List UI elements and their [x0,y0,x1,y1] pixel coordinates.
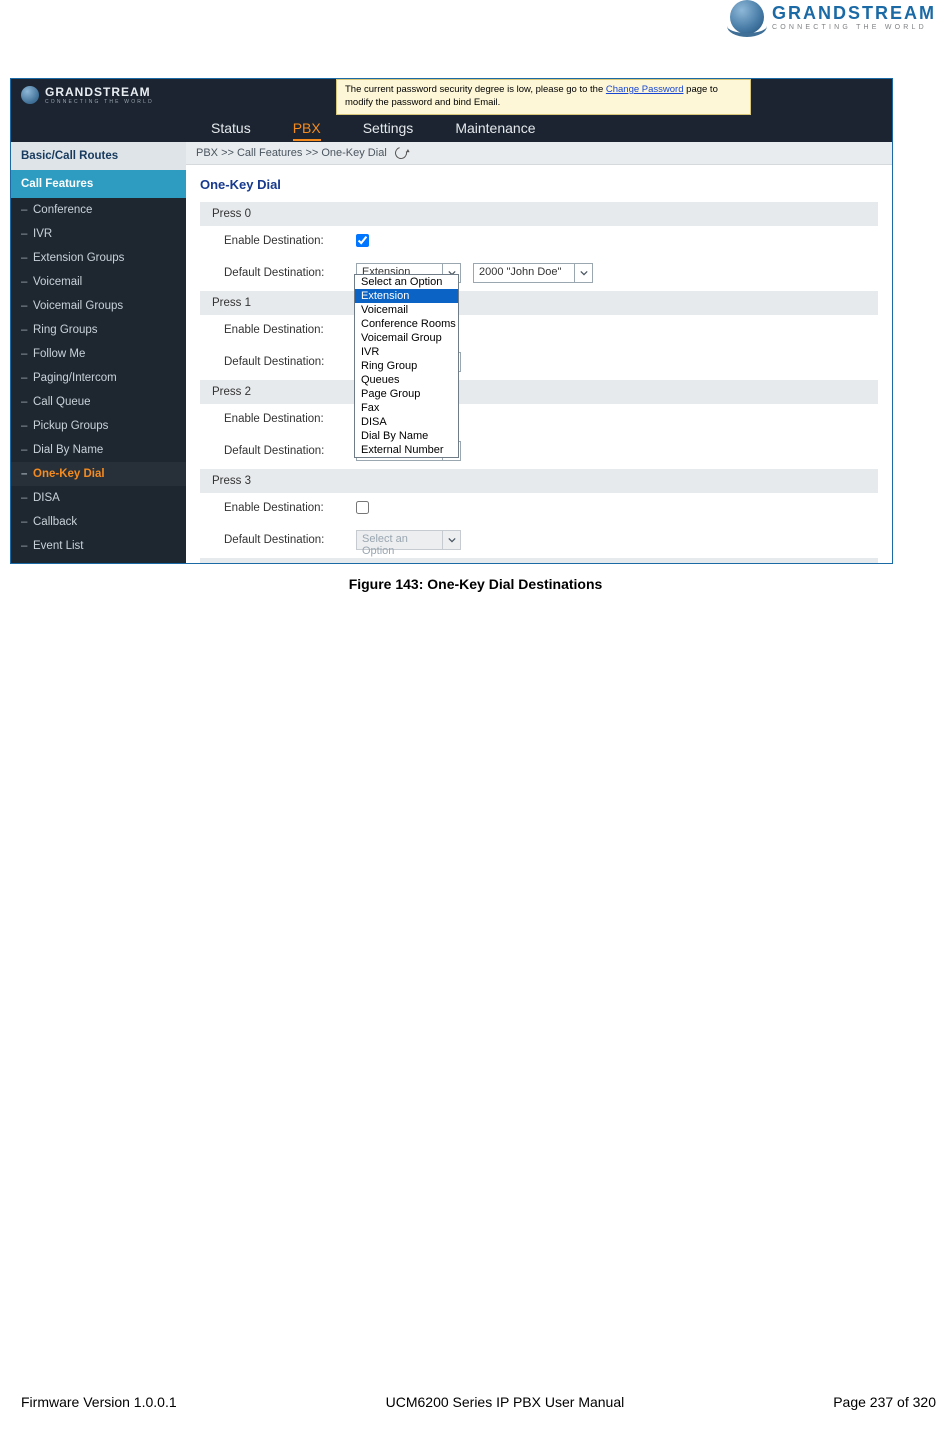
sidebar-item-call-queue[interactable]: Call Queue [11,390,186,414]
press-3-enable-checkbox[interactable] [356,501,369,514]
sidebar-heading-features[interactable]: Call Features [11,170,186,198]
figure-caption: Figure 143: One-Key Dial Destinations [0,576,951,592]
footer-firmware: Firmware Version 1.0.0.1 [21,1394,177,1410]
press-0-dest-row: Default Destination:Extension2000 "John … [186,255,892,291]
change-password-link[interactable]: Change Password [606,84,684,95]
app-tagline: CONNECTING THE WORLD [45,99,154,105]
dropdown-option[interactable]: External Number [355,443,458,457]
enable-label: Enable Destination: [224,502,344,514]
nav-status[interactable]: Status [211,120,251,136]
warning-text-pre: The current password security degree is … [345,84,606,95]
sidebar: Basic/Call Routes Call Features Conferen… [11,142,186,563]
destination-dropdown[interactable]: Select an OptionExtensionVoicemailConfer… [354,274,459,458]
default-label: Default Destination: [224,445,344,457]
dropdown-option[interactable]: Queues [355,373,458,387]
breadcrumb: PBX >> Call Features >> One-Key Dial [196,147,387,159]
screenshot-frame: GRANDSTREAM CONNECTING THE WORLD The cur… [10,78,893,564]
sidebar-item-extension-groups[interactable]: Extension Groups [11,246,186,270]
sidebar-heading-basic[interactable]: Basic/Call Routes [11,142,186,170]
press-1-heading: Press 1 [200,291,878,315]
press-4-heading: Press 4 [200,558,878,564]
default-label: Default Destination: [224,267,344,279]
top-nav: Status PBX Settings Maintenance [211,120,535,136]
dropdown-option[interactable]: Voicemail [355,303,458,317]
dropdown-option[interactable]: Page Group [355,387,458,401]
globe-icon [730,0,764,34]
press-2-enable-row: Enable Destination: [186,404,892,433]
refresh-icon[interactable] [393,145,409,161]
sidebar-item-conference[interactable]: Conference [11,198,186,222]
press-1-dest-row: Default Destination: [186,344,892,380]
content-pane: PBX >> Call Features >> One-Key Dial One… [186,142,892,563]
press-2-dest-row: Default Destination: [186,433,892,469]
sidebar-item-one-key-dial[interactable]: One-Key Dial [11,462,186,486]
dropdown-option[interactable]: IVR [355,345,458,359]
dropdown-option[interactable]: Conference Rooms [355,317,458,331]
dropdown-option[interactable]: Fax [355,401,458,415]
warning-banner: The current password security degree is … [336,79,751,115]
doc-logo: GRANDSTREAM CONNECTING THE WORLD [730,0,936,34]
select-value: Select an Option [362,533,408,557]
footer-manual: UCM6200 Series IP PBX User Manual [386,1394,625,1410]
sidebar-item-paging-intercom[interactable]: Paging/Intercom [11,366,186,390]
press-3-dest-row: Default Destination: Select an Option [186,522,892,558]
press-3-enable-row: Enable Destination: [186,493,892,522]
footer-page: Page 237 of 320 [833,1394,936,1410]
nav-pbx[interactable]: PBX [293,120,321,136]
dropdown-option[interactable]: Extension [355,289,458,303]
nav-settings[interactable]: Settings [363,120,414,136]
chevron-down-icon [442,531,460,549]
dropdown-option[interactable]: Dial By Name [355,429,458,443]
sidebar-item-callback[interactable]: Callback [11,510,186,534]
app-logo: GRANDSTREAM CONNECTING THE WORLD [21,85,154,105]
sidebar-item-disa[interactable]: DISA [11,486,186,510]
dropdown-option[interactable]: Voicemail Group [355,331,458,345]
dropdown-option[interactable]: Select an Option [355,275,458,289]
press-0-enable-row: Enable Destination: [186,226,892,255]
brand-text: GRANDSTREAM [772,3,936,24]
page-title: One-Key Dial [186,165,892,202]
sidebar-item-voicemail[interactable]: Voicemail [11,270,186,294]
enable-label: Enable Destination: [224,413,344,425]
page-footer: Firmware Version 1.0.0.1 UCM6200 Series … [21,1394,936,1410]
sidebar-item-voicemail-groups[interactable]: Voicemail Groups [11,294,186,318]
dropdown-option[interactable]: DISA [355,415,458,429]
brand-tagline: CONNECTING THE WORLD [772,24,936,31]
sidebar-item-dial-by-name[interactable]: Dial By Name [11,438,186,462]
breadcrumb-bar: PBX >> Call Features >> One-Key Dial [186,142,892,165]
chevron-down-icon [574,264,592,282]
default-label: Default Destination: [224,534,344,546]
sidebar-item-pickup-groups[interactable]: Pickup Groups [11,414,186,438]
globe-icon [21,86,39,104]
press-2-heading: Press 2 [200,380,878,404]
nav-maintenance[interactable]: Maintenance [455,120,535,136]
dropdown-option[interactable]: Ring Group [355,359,458,373]
enable-label: Enable Destination: [224,324,344,336]
sidebar-item-follow-me[interactable]: Follow Me [11,342,186,366]
press-0-extension-select[interactable]: 2000 "John Doe" [473,263,593,283]
app-brand: GRANDSTREAM [45,85,154,99]
press-1-enable-row: Enable Destination: [186,315,892,344]
sidebar-item-ring-groups[interactable]: Ring Groups [11,318,186,342]
app-header: GRANDSTREAM CONNECTING THE WORLD The cur… [11,79,892,142]
select-value: 2000 "John Doe" [479,266,561,278]
sidebar-item-ivr[interactable]: IVR [11,222,186,246]
press-3-dest-select[interactable]: Select an Option [356,530,461,550]
press-0-heading: Press 0 [200,202,878,226]
enable-label: Enable Destination: [224,235,344,247]
sidebar-item-event-list[interactable]: Event List [11,534,186,558]
press-3-heading: Press 3 [200,469,878,493]
press-0-enable-checkbox[interactable] [356,234,369,247]
default-label: Default Destination: [224,356,344,368]
